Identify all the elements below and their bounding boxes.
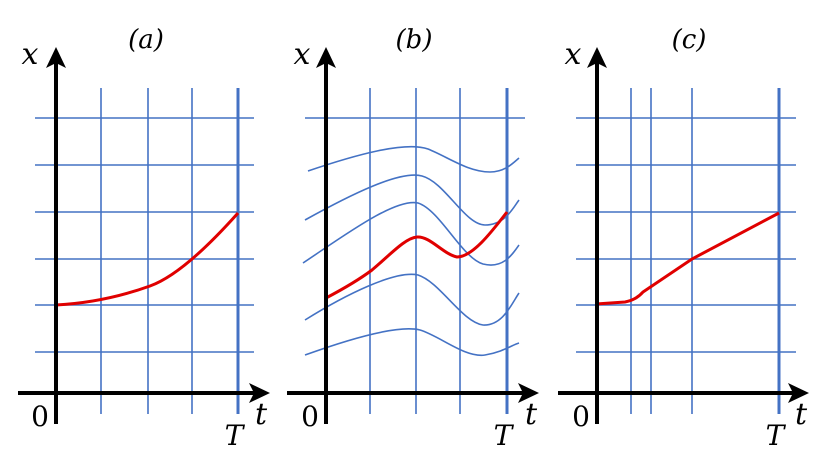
panel-b-curved-line [307, 145, 520, 173]
panel-a-x-axis-label: t [255, 397, 268, 432]
panel-c-trajectory [595, 211, 780, 306]
panel-c-x-arrow [587, 47, 607, 68]
panel-c-grid [576, 88, 796, 414]
panel-c-x-axis-label: t [795, 397, 808, 432]
panel-a: (a) x t 0 T [18, 25, 270, 452]
panel-b-x-axis-label: t [525, 397, 538, 432]
panel-a-grid [35, 88, 254, 414]
panel-b-curved-line [304, 328, 520, 356]
panel-a-x-arrow [46, 47, 66, 68]
panel-a-end-tick-label: T [225, 419, 246, 452]
panel-b-curved-line [304, 174, 520, 226]
panel-c-y-axis-label: x [565, 37, 582, 72]
panel-a-y-axis-label: x [22, 37, 39, 72]
panel-b-origin-label: 0 [301, 400, 319, 433]
panel-b-label: (b) [396, 25, 433, 55]
panel-b-y-axis-label: x [294, 37, 311, 72]
panel-b-grid [302, 88, 525, 414]
panel-b-t-arrow [518, 383, 539, 403]
panel-b-x-arrow [316, 47, 336, 68]
panel-c-t-arrow [788, 383, 809, 403]
panel-a-axes [18, 47, 270, 424]
panel-b-trajectory [325, 211, 509, 300]
panel-c-axes [558, 47, 809, 424]
panel-b-end-tick-label: T [494, 419, 515, 452]
panel-a-trajectory [55, 212, 240, 307]
panel-a-label: (a) [128, 25, 164, 55]
panel-c: (c) x t 0 T [558, 25, 809, 452]
panel-c-origin-label: 0 [572, 400, 590, 433]
panel-c-label: (c) [672, 25, 707, 55]
panel-b-axes [287, 47, 539, 424]
panel-a-origin-label: 0 [31, 400, 49, 433]
panel-a-t-arrow [249, 383, 270, 403]
panel-c-end-tick-label: T [766, 419, 787, 452]
panel-b-curved-line [304, 273, 520, 326]
panel-b: (b) x t 0 T [287, 25, 539, 452]
panel-b-curved-line [302, 201, 520, 266]
